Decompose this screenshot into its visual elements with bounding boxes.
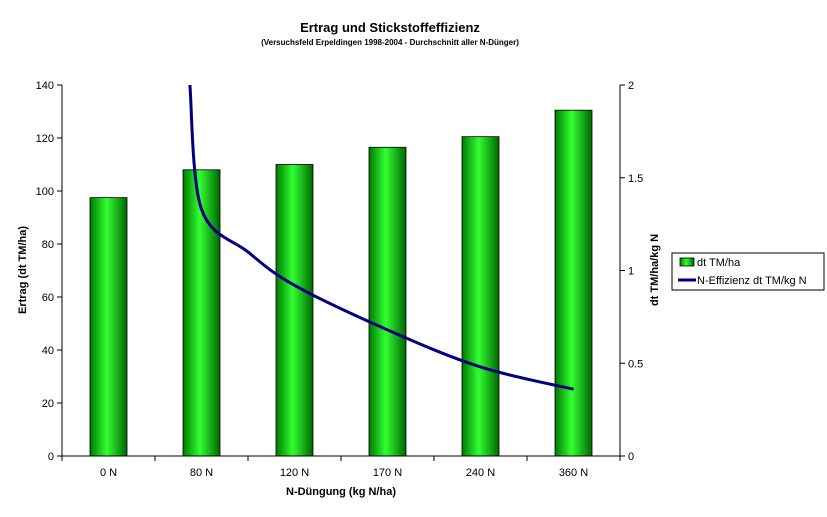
y-axis-title: Ertrag (dt TM/ha) — [17, 226, 29, 314]
legend-label-line: N-Effizienz dt TM/kg N — [697, 275, 807, 287]
y-tick-label-6: 120 — [36, 133, 54, 145]
y-tick-label-0: 0 — [48, 451, 54, 463]
y-tick-label-7: 140 — [36, 80, 54, 92]
x-tick-label-5: 360 N — [559, 467, 588, 479]
y-tick-label-4: 80 — [42, 239, 54, 251]
bar-1 — [182, 169, 221, 457]
y-tick-label-3: 60 — [42, 292, 54, 304]
y2-tick-label-4: 2 — [628, 80, 634, 92]
legend-box — [671, 252, 825, 291]
y-tick-label-5: 100 — [36, 186, 54, 198]
x-tick-label-0: 0 N — [100, 467, 117, 479]
y2-tick-label-1: 0.5 — [628, 358, 643, 370]
bar-4 — [461, 136, 500, 457]
y2-axis-title: dt TM/ha/kg N — [649, 234, 661, 306]
x-tick-label-2: 120 N — [280, 467, 309, 479]
legend-label-bar: dt TM/ha — [697, 257, 741, 269]
ticks-group: 0 20 40 60 80 100 120 140 0 0.5 1 1.5 2 0 N 80 N 120 N 1… — [36, 80, 644, 479]
bars-group — [89, 109, 593, 457]
legend-swatch-bar — [679, 257, 695, 267]
y-tick-label-2: 40 — [42, 345, 54, 357]
bar-3 — [368, 146, 407, 457]
x-tick-label-3: 170 N — [373, 467, 402, 479]
x-tick-label-1: 80 N — [190, 467, 213, 479]
y-tick-label-1: 20 — [42, 398, 54, 410]
line-layer — [188, 84, 574, 391]
y2-tick-label-3: 1.5 — [628, 173, 643, 185]
legend: dt TM/ha N-Effizienz dt TM/kg N — [671, 252, 825, 291]
x-tick-label-4: 240 N — [466, 467, 495, 479]
chart-title: Ertrag und Stickstoffeffizienz — [300, 20, 480, 35]
plot-area — [62, 85, 620, 456]
y2-tick-label-2: 1 — [628, 266, 634, 278]
x-axis-title: N-Düngung (kg N/ha) — [286, 486, 396, 498]
y2-tick-label-0: 0 — [628, 451, 634, 463]
bar-5 — [554, 109, 593, 457]
chart-subtitle: (Versuchsfeld Erpeldingen 1998-2004 - Du… — [261, 38, 519, 47]
bar-0 — [89, 197, 128, 457]
bar-2 — [275, 164, 314, 457]
series-line-n-effizienz — [188, 84, 574, 391]
